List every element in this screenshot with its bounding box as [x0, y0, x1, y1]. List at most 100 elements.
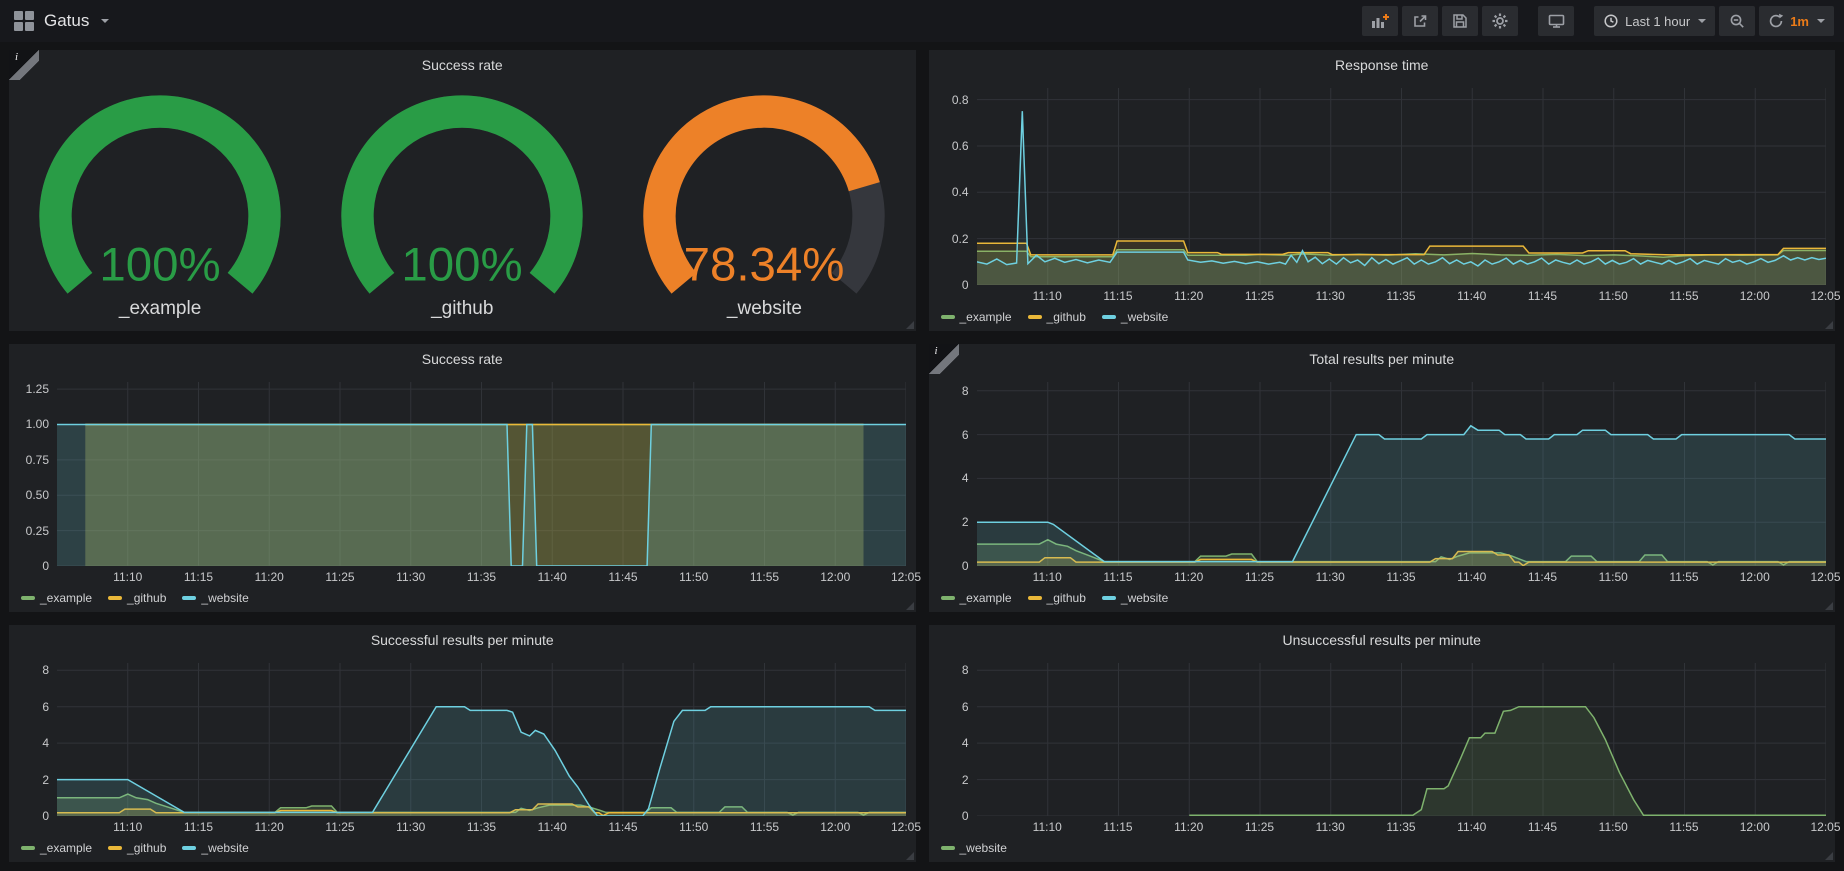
x-tick-label: 11:20: [1174, 570, 1203, 584]
legend-series-name: _example: [960, 310, 1012, 324]
legend-item-_website[interactable]: _website: [1102, 591, 1168, 605]
legend-item-_github[interactable]: _github: [1028, 310, 1086, 324]
legend-item-_github[interactable]: _github: [1028, 591, 1086, 605]
gauge-_github: 100%_github: [311, 91, 613, 320]
total-results-plot[interactable]: [977, 382, 1826, 566]
panel-info-icon[interactable]: i: [9, 50, 39, 80]
y-tick-label: 8: [962, 663, 969, 677]
tv-mode-button[interactable]: [1538, 6, 1574, 36]
chevron-down-icon[interactable]: [101, 19, 109, 23]
zoom-out-icon: [1729, 13, 1745, 29]
x-tick-label: 11:55: [1669, 820, 1698, 834]
zoom-out-button[interactable]: [1719, 6, 1755, 36]
x-tick-label: 11:20: [1174, 289, 1203, 303]
gauge-_website: 78.34%_website: [613, 91, 915, 320]
legend-swatch: [21, 596, 35, 600]
y-tick-label: 6: [42, 700, 49, 714]
response-time-plot[interactable]: [977, 88, 1826, 285]
x-tick-label: 11:50: [679, 570, 708, 584]
gear-icon: [1492, 13, 1508, 29]
unsuccessful-results-plot[interactable]: [977, 663, 1826, 816]
time-range-picker[interactable]: Last 1 hour: [1594, 6, 1715, 36]
x-axis: 11:1011:1511:2011:2511:3011:3511:4011:45…: [57, 816, 906, 836]
panel-title[interactable]: Total results per minute: [929, 344, 1836, 374]
panel-resize-handle[interactable]: [906, 852, 914, 860]
gauge-label: _website: [613, 298, 915, 320]
panel-title[interactable]: Success rate: [9, 50, 916, 80]
navbar: Gatus: [0, 0, 1844, 42]
legend-item-_website[interactable]: _website: [941, 841, 1007, 855]
x-tick-label: 11:20: [1174, 820, 1203, 834]
gauge-arc: 100%: [337, 91, 587, 298]
legend-item-_github[interactable]: _github: [108, 841, 166, 855]
y-tick-label: 8: [42, 663, 49, 677]
x-tick-label: 11:55: [1669, 570, 1698, 584]
panel-resize-handle[interactable]: [1825, 852, 1833, 860]
chevron-down-icon: [1817, 19, 1825, 23]
x-tick-label: 11:45: [608, 570, 637, 584]
legend-item-_example[interactable]: _example: [941, 591, 1012, 605]
x-tick-label: 12:00: [1740, 820, 1770, 834]
settings-button[interactable]: [1482, 6, 1518, 36]
x-tick-label: 11:55: [1669, 289, 1698, 303]
legend-item-_example[interactable]: _example: [941, 310, 1012, 324]
panel-title[interactable]: Response time: [929, 50, 1836, 80]
share-button[interactable]: [1402, 6, 1438, 36]
success-rate-plot[interactable]: [57, 382, 906, 566]
panel-response-time: Response time 00.20.40.60.8 11:1011:1511…: [929, 50, 1836, 331]
x-tick-label: 12:00: [1740, 289, 1770, 303]
legend-series-name: _website: [201, 841, 248, 855]
legend-series-name: _example: [40, 591, 92, 605]
refresh-interval-button[interactable]: 1m: [1759, 6, 1834, 36]
chevron-down-icon: [1698, 19, 1706, 23]
panel-info-icon[interactable]: i: [929, 344, 959, 374]
y-tick-label: 0.25: [26, 524, 49, 538]
panel-resize-handle[interactable]: [906, 321, 914, 329]
legend-swatch: [21, 846, 35, 850]
y-tick-label: 6: [962, 700, 969, 714]
x-axis: 11:1011:1511:2011:2511:3011:3511:4011:45…: [977, 566, 1826, 586]
y-tick-label: 2: [962, 515, 969, 529]
legend-series-name: _example: [40, 841, 92, 855]
legend-series-name: _website: [1121, 591, 1168, 605]
y-tick-label: 2: [962, 773, 969, 787]
panel-title[interactable]: Unsuccessful results per minute: [929, 625, 1836, 655]
x-axis: 11:1011:1511:2011:2511:3011:3511:4011:45…: [977, 816, 1826, 836]
panel-resize-handle[interactable]: [1825, 602, 1833, 610]
x-tick-label: 11:10: [113, 570, 142, 584]
legend-swatch: [182, 846, 196, 850]
dashboards-grid-icon[interactable]: [14, 11, 34, 31]
y-tick-label: 4: [962, 736, 969, 750]
y-tick-label: 0: [42, 559, 49, 573]
gauge-arc: 78.34%: [639, 91, 889, 298]
share-icon: [1412, 13, 1428, 29]
x-tick-label: 11:45: [1528, 289, 1557, 303]
legend: _example _github _website: [15, 836, 906, 860]
x-tick-label: 11:35: [467, 570, 496, 584]
legend-item-_example[interactable]: _example: [21, 841, 92, 855]
panel-resize-handle[interactable]: [906, 602, 914, 610]
x-tick-label: 12:00: [820, 570, 850, 584]
x-tick-label: 11:15: [1103, 289, 1132, 303]
save-button[interactable]: [1442, 6, 1478, 36]
panel-title[interactable]: Success rate: [9, 344, 916, 374]
legend-item-_github[interactable]: _github: [108, 591, 166, 605]
legend-item-_website[interactable]: _website: [182, 841, 248, 855]
successful-results-plot[interactable]: [57, 663, 906, 816]
x-tick-label: 11:35: [1386, 570, 1415, 584]
legend-item-_example[interactable]: _example: [21, 591, 92, 605]
x-tick-label: 11:10: [113, 820, 142, 834]
panel-resize-handle[interactable]: [1825, 321, 1833, 329]
x-tick-label: 11:10: [1033, 289, 1062, 303]
x-tick-label: 11:10: [1033, 820, 1062, 834]
add-panel-button[interactable]: [1362, 6, 1398, 36]
legend-item-_website[interactable]: _website: [1102, 310, 1168, 324]
x-tick-label: 11:15: [1103, 820, 1132, 834]
x-tick-label: 11:45: [1528, 570, 1557, 584]
add-panel-icon: [1371, 13, 1389, 29]
panel-title[interactable]: Successful results per minute: [9, 625, 916, 655]
legend-item-_website[interactable]: _website: [182, 591, 248, 605]
x-tick-label: 11:30: [396, 570, 425, 584]
gauge-label: _example: [9, 298, 311, 320]
dashboard-title[interactable]: Gatus: [44, 11, 89, 31]
